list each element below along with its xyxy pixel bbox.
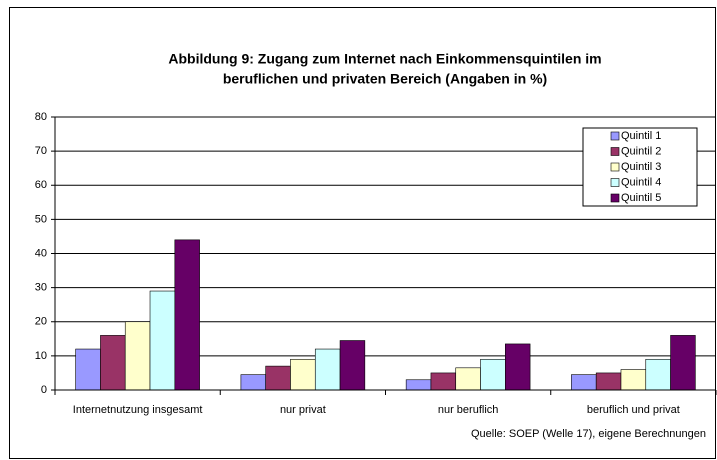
legend-label: Quintil 1 xyxy=(621,130,661,142)
bar xyxy=(645,358,671,391)
legend-box xyxy=(582,127,698,207)
bar xyxy=(265,365,291,391)
legend-swatch xyxy=(610,131,620,141)
y-tick-label: 40 xyxy=(35,247,47,259)
bar xyxy=(505,343,531,391)
bar xyxy=(430,372,457,391)
legend-swatch xyxy=(610,178,620,187)
legend-swatch xyxy=(610,147,620,156)
y-tick-label: 0 xyxy=(41,384,47,396)
legend-swatch xyxy=(610,162,620,172)
y-tick-label: 30 xyxy=(35,282,47,294)
chart-title: beruflichen und privaten Bereich (Angabe… xyxy=(223,71,547,87)
bar xyxy=(480,358,506,391)
legend-label: Quintil 2 xyxy=(621,145,661,157)
bar xyxy=(290,358,316,391)
chart-title: Abbildung 9: Zugang zum Internet nach Ei… xyxy=(168,51,601,67)
legend-swatch xyxy=(610,193,620,203)
x-tick-label: nur beruflich xyxy=(438,404,499,416)
legend-label: Quintil 3 xyxy=(621,161,661,173)
y-tick-label: 80 xyxy=(35,111,47,123)
bar xyxy=(571,374,597,391)
bar xyxy=(339,340,366,391)
bar xyxy=(405,379,432,391)
legend-label: Quintil 4 xyxy=(621,176,661,188)
legend-label: Quintil 5 xyxy=(621,192,661,204)
bar xyxy=(314,348,341,391)
bar xyxy=(620,369,647,391)
bar xyxy=(100,335,126,391)
bar xyxy=(595,372,622,391)
bar xyxy=(124,321,151,391)
x-tick-label: Internetnutzung insgesamt xyxy=(73,404,203,416)
bar xyxy=(75,348,101,391)
x-tick-label: nur privat xyxy=(280,404,326,416)
bar xyxy=(174,239,200,391)
bar xyxy=(670,335,696,391)
bar xyxy=(149,290,176,391)
x-tick-label: beruflich und privat xyxy=(587,404,680,416)
y-tick-label: 70 xyxy=(35,145,47,157)
y-tick-label: 10 xyxy=(35,350,47,362)
y-tick-label: 50 xyxy=(35,213,47,225)
y-tick-label: 60 xyxy=(35,179,47,191)
bar xyxy=(455,367,481,391)
source-note: Quelle: SOEP (Welle 17), eigene Berechnu… xyxy=(471,428,706,440)
y-tick-label: 20 xyxy=(35,316,47,328)
bar xyxy=(240,374,266,391)
